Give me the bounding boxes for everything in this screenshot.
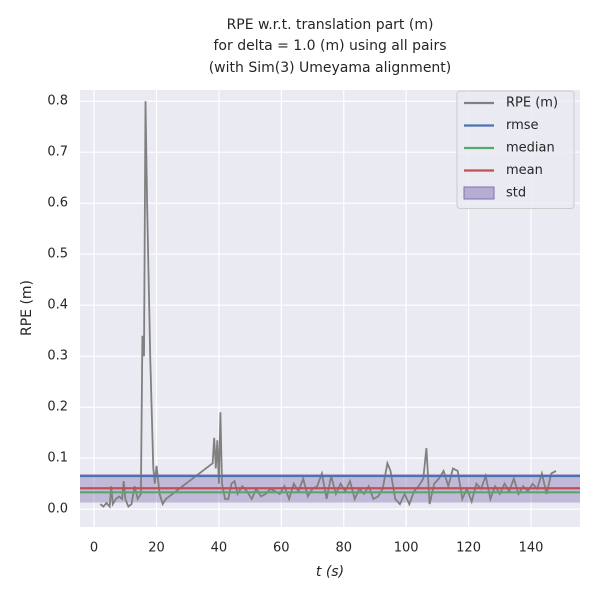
x-tick-label: 100 [394, 541, 419, 556]
y-tick-label: 0.5 [47, 247, 68, 262]
y-tick-label: 0.1 [47, 451, 68, 466]
legend-label: std [506, 186, 526, 201]
x-tick-label: 120 [456, 541, 481, 556]
x-axis-label: t (s) [316, 564, 344, 580]
legend-label: rmse [506, 118, 539, 133]
x-tick-label: 140 [519, 541, 544, 556]
legend-swatch [463, 186, 495, 200]
y-tick-label: 0.2 [47, 400, 68, 415]
legend [456, 90, 575, 209]
y-tick-label: 0.8 [47, 94, 68, 109]
chart-title: for delta = 1.0 (m) using all pairs [214, 38, 447, 54]
y-tick-label: 0.6 [47, 196, 68, 211]
y-tick-label: 0.0 [47, 502, 68, 517]
legend-label: RPE (m) [506, 96, 558, 111]
x-tick-label: 40 [211, 541, 228, 556]
x-tick-label: 20 [148, 541, 165, 556]
y-tick-label: 0.7 [47, 145, 68, 160]
x-tick-label: 0 [90, 541, 98, 556]
y-tick-label: 0.3 [47, 349, 68, 364]
y-axis-label: RPE (m) [19, 280, 35, 336]
x-tick-label: 80 [335, 541, 352, 556]
chart-title: RPE w.r.t. translation part (m) [227, 17, 434, 33]
legend-label: median [506, 141, 555, 156]
x-tick-label: 60 [273, 541, 290, 556]
y-tick-label: 0.4 [47, 298, 68, 313]
legend-label: mean [506, 163, 543, 178]
chart-title: (with Sim(3) Umeyama alignment) [209, 60, 452, 76]
